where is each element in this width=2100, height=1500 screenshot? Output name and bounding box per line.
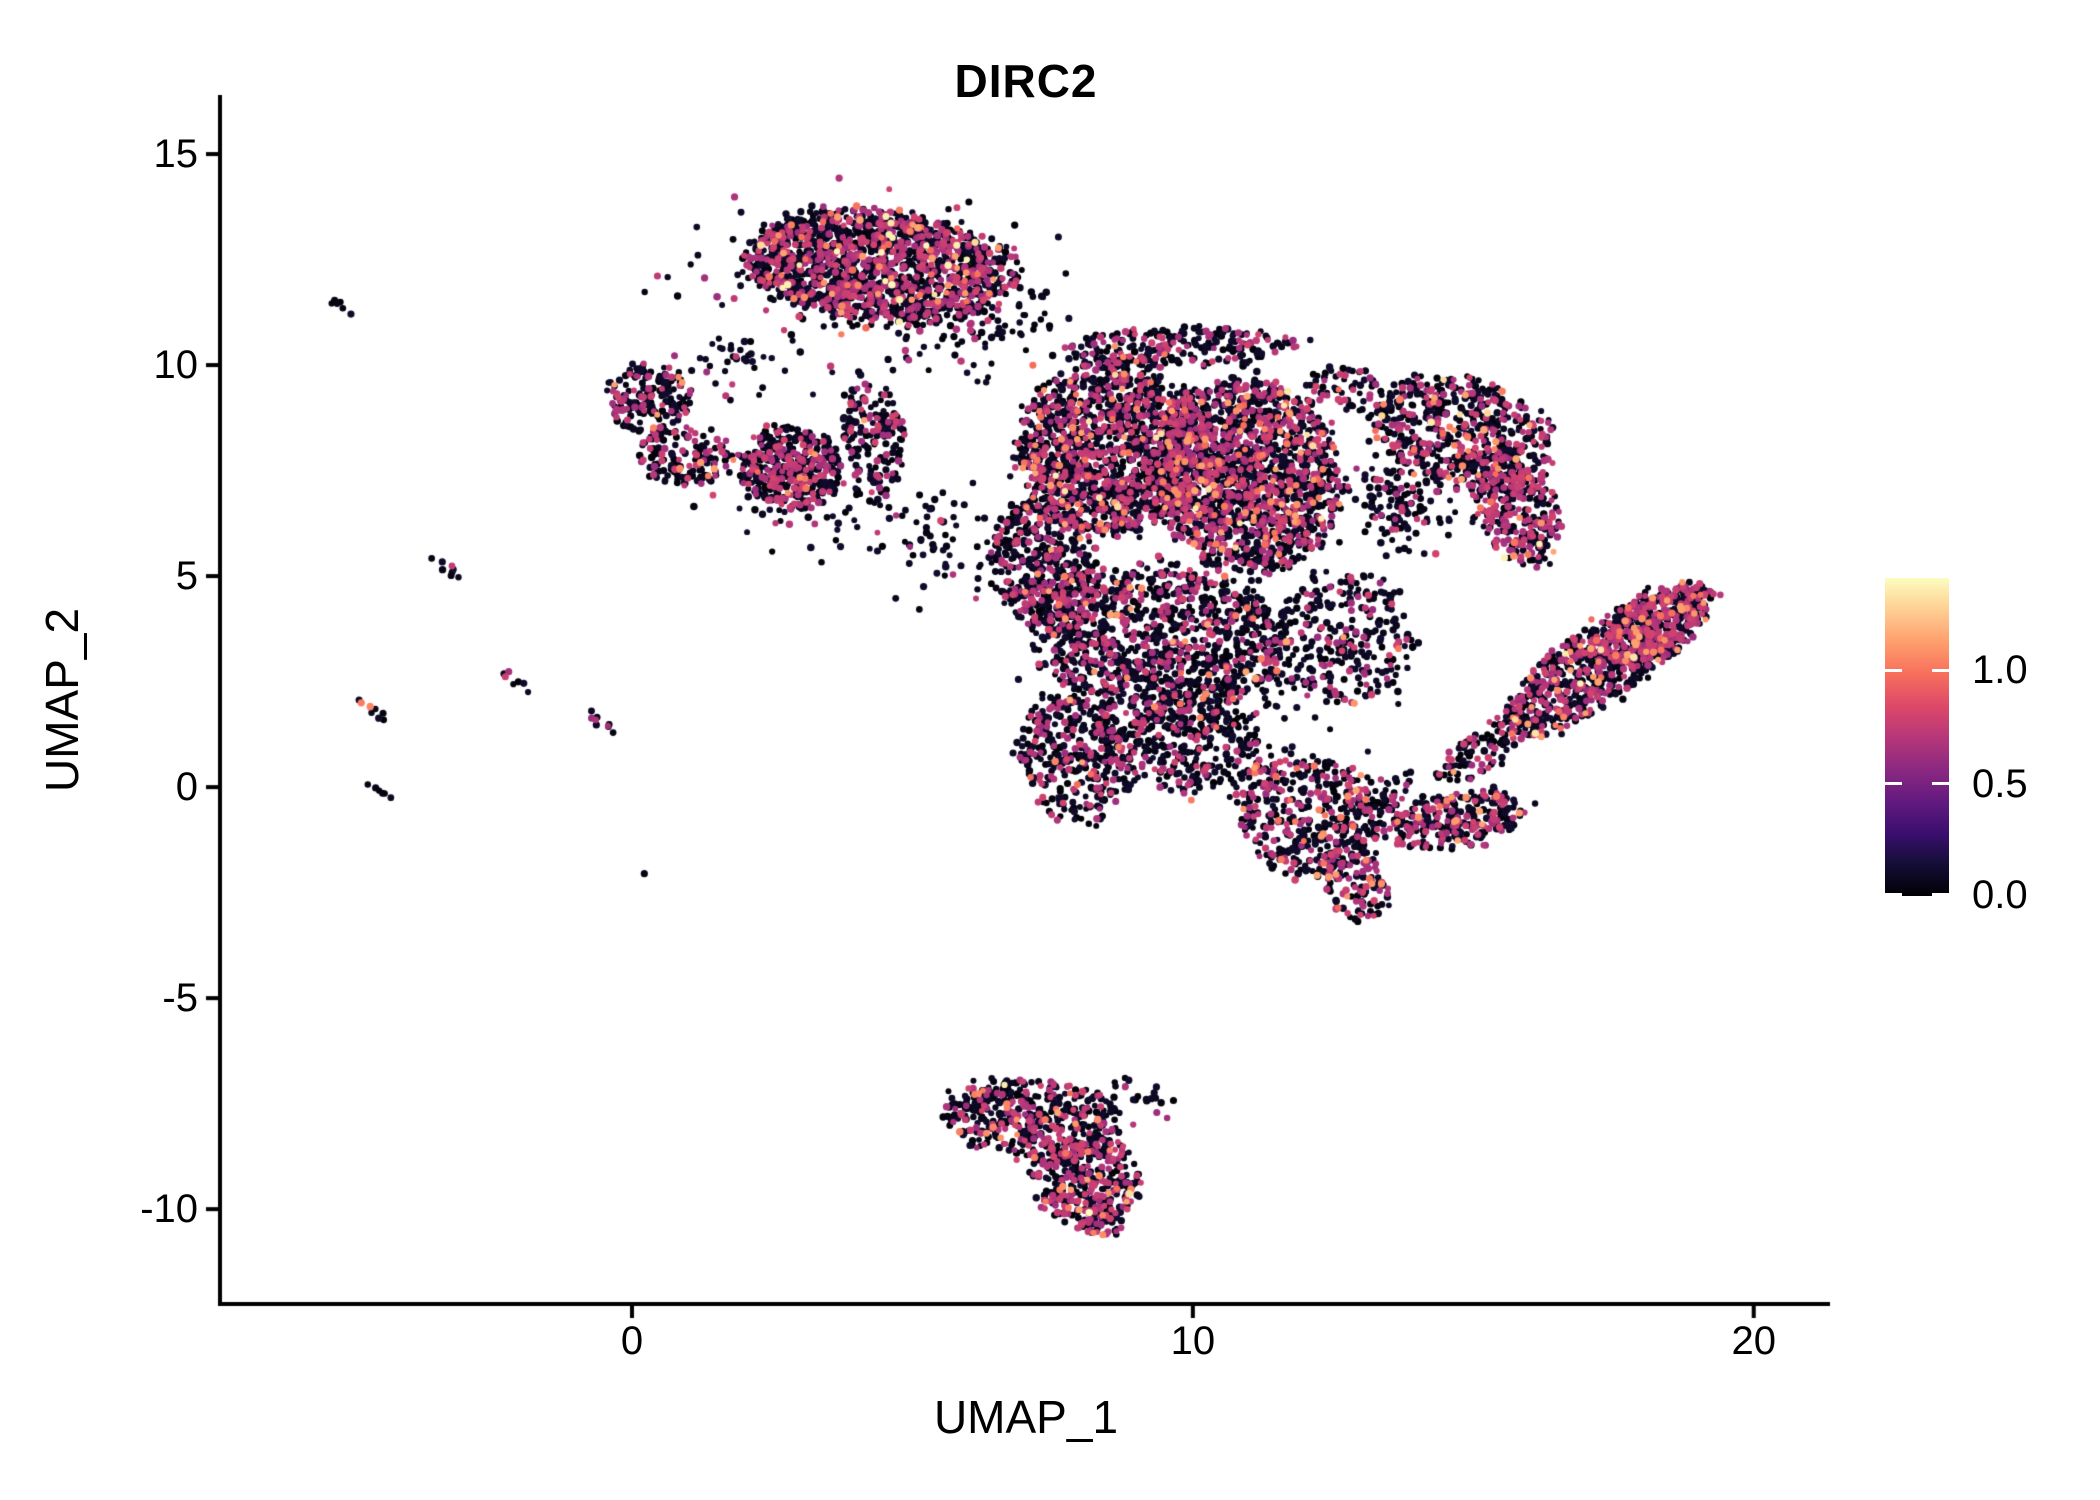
colorbar-tick xyxy=(1885,782,1902,785)
legend-tick-label: 0.0 xyxy=(1972,873,2028,917)
colorbar-tick xyxy=(1932,669,1949,672)
legend-tick-label: 1.0 xyxy=(1972,648,2028,692)
y-tick-label: 10 xyxy=(153,343,199,388)
y-tick-label: 5 xyxy=(175,554,198,599)
y-tick-label: -5 xyxy=(162,976,198,1021)
legend-tick-label: 0.5 xyxy=(1972,762,2028,806)
y-tick-label: 0 xyxy=(175,765,198,810)
y-tick-label: 15 xyxy=(153,132,199,177)
colorbar-tick xyxy=(1885,893,1902,896)
colorbar-tick xyxy=(1885,669,1902,672)
plot-title: DIRC2 xyxy=(954,55,1098,107)
colorbar-gradient xyxy=(1885,578,1949,896)
colorbar-tick xyxy=(1932,782,1949,785)
colorbar-tick xyxy=(1932,893,1949,896)
y-axis-label: UMAP_2 xyxy=(36,607,88,793)
y-tick-label: -10 xyxy=(140,1187,198,1232)
x-tick-label: 10 xyxy=(1170,1319,1216,1363)
x-tick-label: 0 xyxy=(620,1319,644,1363)
x-tick-label: 20 xyxy=(1731,1319,1776,1363)
x-axis-label: UMAP_1 xyxy=(933,1391,1119,1443)
